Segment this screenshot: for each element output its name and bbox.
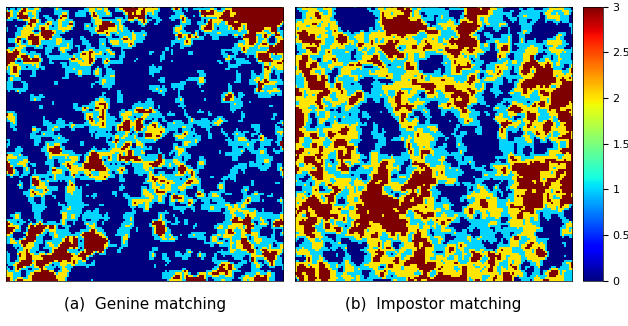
Text: (a)  Genine matching: (a) Genine matching	[64, 297, 226, 312]
Text: (b)  Impostor matching: (b) Impostor matching	[345, 297, 522, 312]
